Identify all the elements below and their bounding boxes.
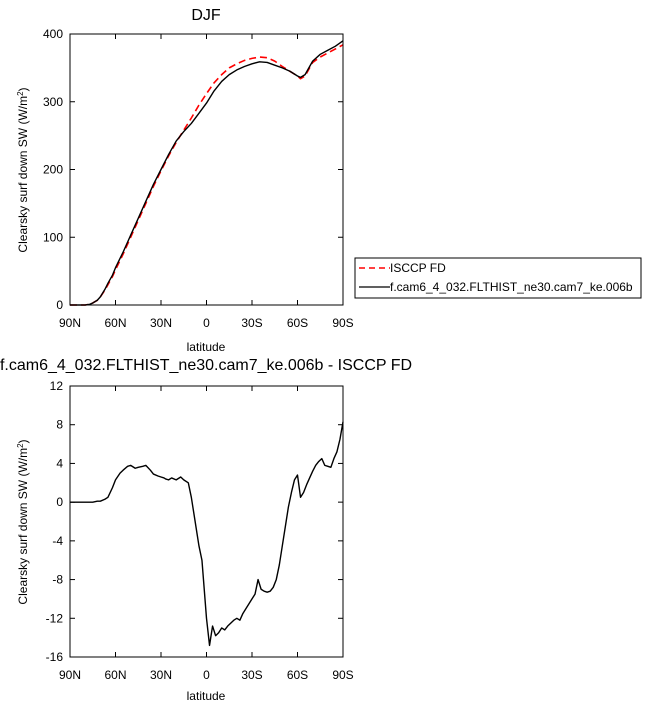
bottom-y-tick-label: -16 — [46, 650, 64, 664]
bottom-series-group — [70, 421, 344, 647]
top-x-axis-label: latitude — [187, 340, 226, 354]
top-series-line-0 — [70, 44, 344, 306]
bottom-y-ticks: -16 -12 -8 -4 0 4 8 12 — [46, 379, 343, 664]
top-y-tick-label: 0 — [56, 298, 63, 312]
top-x-tick-label: 30S — [241, 316, 262, 330]
top-y-tick-label: 100 — [43, 230, 63, 244]
top-series-group — [70, 40, 344, 306]
bottom-x-tick-label: 30N — [150, 668, 172, 682]
bottom-y-tick-label: 0 — [56, 495, 63, 509]
bottom-y-tick-label: 8 — [56, 418, 63, 432]
top-series-line-1 — [70, 40, 344, 306]
top-x-tick-label: 30N — [150, 316, 172, 330]
top-panel: DJF 90N 60N 30N 0 30S 60S 90S 0 100 200 300 400 la… — [16, 7, 642, 354]
top-x-tick-label: 0 — [203, 316, 210, 330]
bottom-y-tick-label: -12 — [46, 611, 64, 625]
top-x-tick-label: 60S — [287, 316, 308, 330]
legend-label-model: f.cam6_4_032.FLTHIST_ne30.cam7_ke.006b — [390, 280, 633, 294]
legend: ISCCP FD f.cam6_4_032.FLTHIST_ne30.cam7_… — [354, 257, 642, 299]
top-y-tick-label: 400 — [43, 27, 63, 41]
bottom-y-tick-label: 12 — [50, 379, 64, 393]
top-y-tick-label: 200 — [43, 163, 63, 177]
bottom-x-tick-label: 60S — [287, 668, 308, 682]
bottom-x-tick-label: 90S — [332, 668, 353, 682]
legend-label-isccp: ISCCP FD — [390, 261, 446, 275]
bottom-x-tick-label: 90N — [59, 668, 81, 682]
top-y-ticks: 0 100 200 300 400 — [43, 27, 343, 312]
top-x-tick-label: 90N — [59, 316, 81, 330]
bottom-chart-title: f.cam6_4_032.FLTHIST_ne30.cam7_ke.006b -… — [0, 357, 412, 374]
bottom-x-tick-label: 30S — [241, 668, 262, 682]
bottom-series-line-0 — [70, 421, 344, 647]
top-chart-title: DJF — [191, 7, 221, 24]
bottom-x-tick-label: 60N — [104, 668, 126, 682]
bottom-y-tick-label: -8 — [52, 573, 63, 587]
top-x-tick-label: 90S — [332, 316, 353, 330]
bottom-x-tick-label: 0 — [203, 668, 210, 682]
bottom-y-tick-label: -4 — [52, 534, 63, 548]
legend-box — [354, 257, 642, 299]
top-y-tick-label: 300 — [43, 95, 63, 109]
top-x-ticks: 90N 60N 30N 0 30S 60S 90S — [59, 34, 354, 330]
bottom-y-tick-label: 4 — [56, 456, 63, 470]
top-y-axis-label: Clearsky surf down SW (W/m2) — [16, 87, 31, 252]
bottom-x-axis-label: latitude — [187, 689, 226, 703]
top-x-tick-label: 60N — [104, 316, 126, 330]
top-plot-frame — [69, 33, 344, 306]
bottom-x-ticks: 90N 60N 30N 0 30S 60S 90S — [59, 386, 354, 682]
bottom-y-axis-label: Clearsky surf down SW (W/m2) — [16, 439, 31, 604]
bottom-panel: f.cam6_4_032.FLTHIST_ne30.cam7_ke.006b -… — [0, 357, 412, 703]
